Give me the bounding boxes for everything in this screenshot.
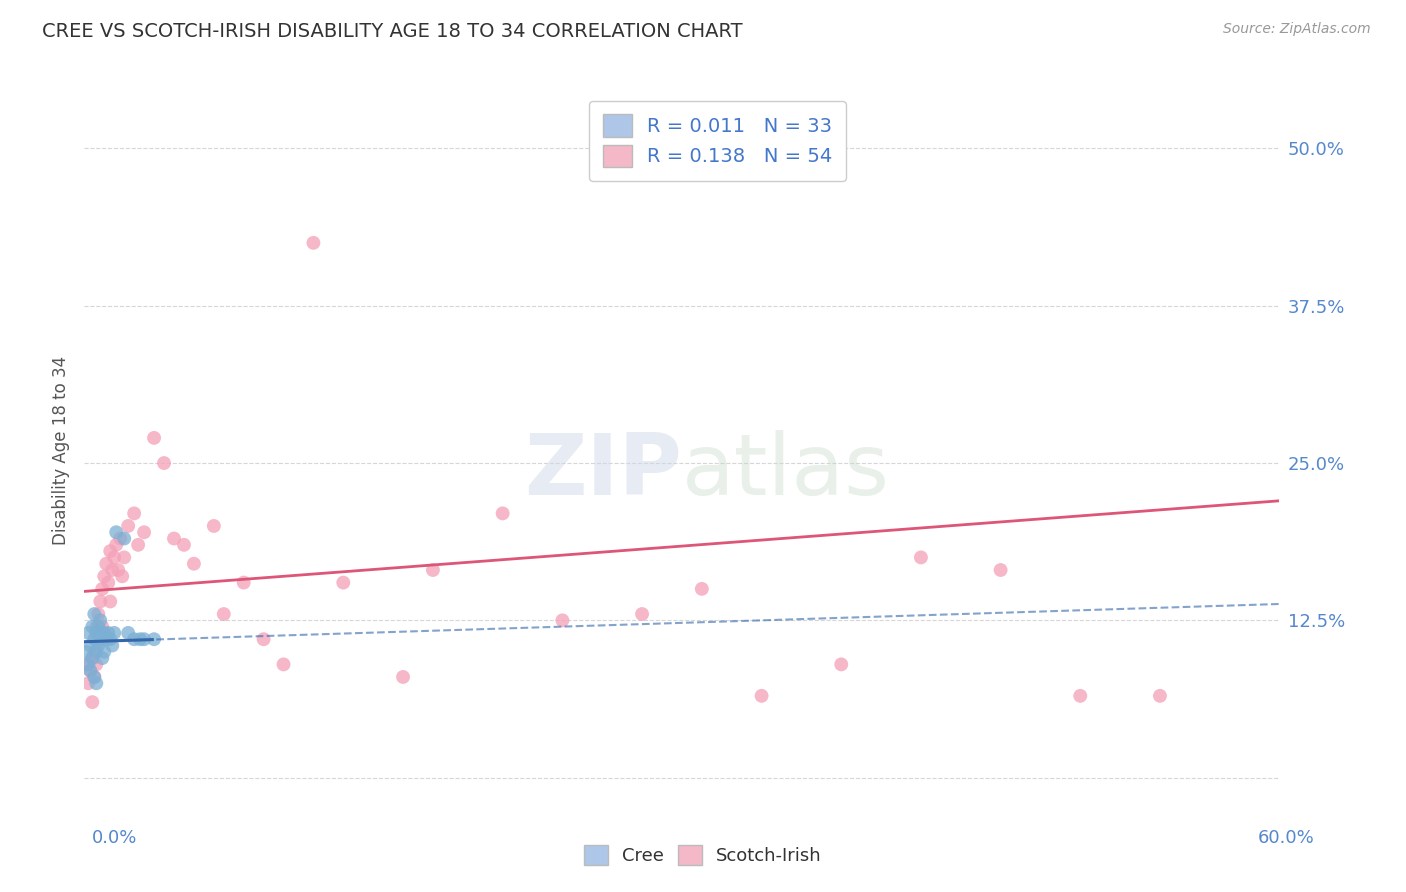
- Point: [97, 626, 120, 640]
- Point: [107, 563, 129, 577]
- Point: [101, 639, 124, 653]
- Point: [173, 538, 195, 552]
- Point: [332, 575, 354, 590]
- Point: [79, 664, 101, 678]
- Point: [302, 235, 325, 250]
- Point: [153, 456, 176, 470]
- Point: [103, 626, 125, 640]
- Point: [1069, 689, 1091, 703]
- Point: [212, 607, 235, 621]
- Point: [492, 507, 515, 521]
- Point: [77, 626, 100, 640]
- Point: [86, 645, 108, 659]
- Point: [631, 607, 654, 621]
- Point: [89, 613, 111, 627]
- Point: [89, 632, 111, 647]
- Point: [87, 619, 110, 633]
- Point: [101, 563, 124, 577]
- Point: [122, 632, 145, 647]
- Point: [75, 657, 97, 672]
- Text: Source: ZipAtlas.com: Source: ZipAtlas.com: [1223, 22, 1371, 37]
- Point: [98, 544, 121, 558]
- Point: [83, 670, 105, 684]
- Point: [86, 619, 108, 633]
- Point: [132, 632, 156, 647]
- Text: 60.0%: 60.0%: [1258, 829, 1315, 847]
- Point: [117, 519, 139, 533]
- Point: [98, 594, 121, 608]
- Point: [232, 575, 254, 590]
- Point: [910, 550, 932, 565]
- Point: [93, 645, 115, 659]
- Point: [273, 657, 295, 672]
- Point: [91, 626, 114, 640]
- Point: [127, 538, 149, 552]
- Text: ZIP: ZIP: [524, 430, 682, 513]
- Point: [82, 651, 104, 665]
- Point: [87, 607, 110, 621]
- Point: [122, 507, 145, 521]
- Point: [79, 664, 101, 678]
- Point: [422, 563, 444, 577]
- Point: [392, 670, 415, 684]
- Point: [551, 613, 574, 627]
- Point: [98, 632, 121, 647]
- Point: [82, 651, 104, 665]
- Point: [86, 626, 108, 640]
- Legend: R = 0.011   N = 33, R = 0.138   N = 54: R = 0.011 N = 33, R = 0.138 N = 54: [589, 101, 846, 181]
- Point: [96, 557, 118, 571]
- Point: [110, 532, 132, 546]
- Point: [79, 639, 101, 653]
- Point: [105, 525, 128, 540]
- Point: [105, 538, 128, 552]
- Point: [202, 519, 225, 533]
- Point: [103, 550, 125, 565]
- Point: [91, 582, 114, 596]
- Point: [91, 651, 114, 665]
- Text: atlas: atlas: [682, 430, 890, 513]
- Y-axis label: Disability Age 18 to 34: Disability Age 18 to 34: [52, 356, 70, 545]
- Point: [86, 676, 108, 690]
- Point: [77, 676, 100, 690]
- Point: [97, 575, 120, 590]
- Point: [163, 532, 186, 546]
- Point: [77, 657, 100, 672]
- Point: [112, 532, 135, 546]
- Point: [1149, 689, 1171, 703]
- Point: [117, 626, 139, 640]
- Point: [96, 632, 118, 647]
- Point: [93, 569, 115, 583]
- Legend: Cree, Scotch-Irish: Cree, Scotch-Irish: [575, 836, 831, 874]
- Point: [132, 525, 156, 540]
- Point: [89, 594, 111, 608]
- Point: [253, 632, 276, 647]
- Point: [143, 431, 166, 445]
- Point: [89, 632, 111, 647]
- Point: [91, 619, 114, 633]
- Point: [143, 632, 166, 647]
- Point: [75, 645, 97, 659]
- Point: [129, 632, 152, 647]
- Point: [990, 563, 1012, 577]
- Point: [690, 582, 713, 596]
- Point: [112, 550, 135, 565]
- Point: [83, 670, 105, 684]
- Text: 0.0%: 0.0%: [91, 829, 136, 847]
- Point: [83, 632, 105, 647]
- Point: [751, 689, 773, 703]
- Point: [86, 657, 108, 672]
- Point: [111, 569, 134, 583]
- Point: [82, 695, 104, 709]
- Point: [82, 619, 104, 633]
- Text: CREE VS SCOTCH-IRISH DISABILITY AGE 18 TO 34 CORRELATION CHART: CREE VS SCOTCH-IRISH DISABILITY AGE 18 T…: [42, 22, 742, 41]
- Point: [83, 607, 105, 621]
- Point: [830, 657, 852, 672]
- Point: [87, 639, 110, 653]
- Point: [93, 626, 115, 640]
- Point: [183, 557, 205, 571]
- Point: [83, 645, 105, 659]
